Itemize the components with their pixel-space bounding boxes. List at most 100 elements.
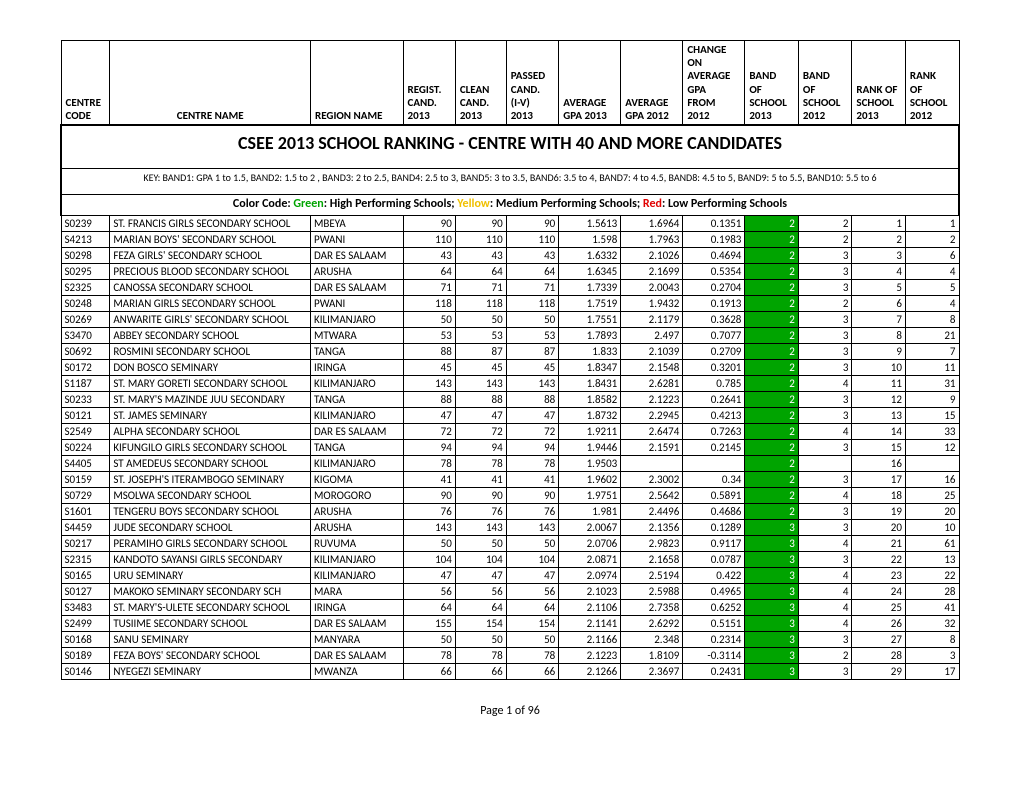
- table-row: S4459JUDE SECONDARY SCHOOLARUSHA14314314…: [61, 520, 959, 536]
- cell: S0168: [61, 632, 110, 648]
- cell: DON BOSCO SEMINARY: [110, 360, 311, 376]
- cell: 19: [852, 504, 906, 520]
- cell: 0.2145: [683, 440, 745, 456]
- cell: 2: [798, 296, 852, 312]
- cell: KILIMANJARO: [311, 568, 403, 584]
- cell: 4: [905, 264, 959, 280]
- cell: MAKOKO SEMINARY SECONDARY SCH: [110, 584, 311, 600]
- cell: 90: [403, 216, 455, 232]
- cell: 28: [905, 584, 959, 600]
- hdr-band12: BANDOFSCHOOL2012: [798, 41, 852, 126]
- cell: 143: [506, 520, 559, 536]
- cell: S0121: [61, 408, 110, 424]
- cell: 143: [455, 520, 506, 536]
- cell: 88: [455, 392, 506, 408]
- cell: 6: [852, 296, 906, 312]
- cell: 66: [403, 664, 455, 680]
- cell: 45: [403, 360, 455, 376]
- cell: 143: [506, 376, 559, 392]
- table-row: S0239ST. FRANCIS GIRLS SECONDARY SCHOOLM…: [61, 216, 959, 232]
- cell: PRECIOUS BLOOD SECONDARY SCHOOL: [110, 264, 311, 280]
- cell: 2: [745, 232, 799, 248]
- cell: 2.0974: [559, 568, 621, 584]
- cell: 2.6292: [621, 616, 683, 632]
- cell: 2.0706: [559, 536, 621, 552]
- cell: 3: [798, 520, 852, 536]
- table-row: S0217PERAMIHO GIRLS SECONDARY SCHOOLRUVU…: [61, 536, 959, 552]
- cell: 9: [852, 344, 906, 360]
- cell: 53: [455, 328, 506, 344]
- hdr-rank13: RANK OFSCHOOL2013: [852, 41, 906, 126]
- cell: 4: [798, 488, 852, 504]
- hdr-name: CENTRE NAME: [110, 41, 311, 126]
- cell: S0248: [61, 296, 110, 312]
- table-row: S0298FEZA GIRLS' SECONDARY SCHOOLDAR ES …: [61, 248, 959, 264]
- cell: KILIMANJARO: [311, 312, 403, 328]
- cell: MANYARA: [311, 632, 403, 648]
- cell: S0298: [61, 248, 110, 264]
- cell: 2.1026: [621, 248, 683, 264]
- cell: 3: [852, 248, 906, 264]
- cell: 20: [852, 520, 906, 536]
- cell: S0233: [61, 392, 110, 408]
- cell: 23: [852, 568, 906, 584]
- cell: 2.1223: [559, 648, 621, 664]
- cell: 90: [506, 216, 559, 232]
- cell: 66: [506, 664, 559, 680]
- cell: 1.8109: [621, 648, 683, 664]
- cell: 71: [455, 280, 506, 296]
- cell: MARIAN GIRLS SECONDARY SCHOOL: [110, 296, 311, 312]
- cell: 0.7263: [683, 424, 745, 440]
- table-row: S2315KANDOTO SAYANSI GIRLS SECONDARYKILI…: [61, 552, 959, 568]
- cell: 1.7963: [621, 232, 683, 248]
- table-row: S0729MSOLWA SECONDARY SCHOOLMOROGORO9090…: [61, 488, 959, 504]
- cell: 7: [905, 344, 959, 360]
- cell: 13: [852, 408, 906, 424]
- cell: 45: [455, 360, 506, 376]
- cell: MBEYA: [311, 216, 403, 232]
- title-row: CSEE 2013 SCHOOL RANKING - CENTRE WITH 4…: [61, 125, 959, 169]
- page-title: CSEE 2013 SCHOOL RANKING - CENTRE WITH 4…: [61, 125, 959, 169]
- cell: 8: [905, 312, 959, 328]
- table-row: S0121ST. JAMES SEMINARYKILIMANJARO474747…: [61, 408, 959, 424]
- cell: 0.785: [683, 376, 745, 392]
- cell: 2.4496: [621, 504, 683, 520]
- page-footer: Page 1 of 96: [60, 704, 960, 718]
- cell: 88: [506, 392, 559, 408]
- cell: TUSIIME SECONDARY SCHOOL: [110, 616, 311, 632]
- cell: 0.1289: [683, 520, 745, 536]
- cell: 2: [745, 488, 799, 504]
- cell: IRINGA: [311, 600, 403, 616]
- cell: 1: [905, 216, 959, 232]
- cell: 94: [506, 440, 559, 456]
- cell: 3: [798, 552, 852, 568]
- cell: 0.3201: [683, 360, 745, 376]
- cell: 2.1141: [559, 616, 621, 632]
- cell: S4405: [61, 456, 110, 472]
- cell: 0.4213: [683, 408, 745, 424]
- cell: 1.9751: [559, 488, 621, 504]
- table-row: S0295PRECIOUS BLOOD SECONDARY SCHOOLARUS…: [61, 264, 959, 280]
- cell: 2.3002: [621, 472, 683, 488]
- table-row: S3483ST. MARY'S-ULETE SECONDARY SCHOOLIR…: [61, 600, 959, 616]
- cell: 154: [455, 616, 506, 632]
- cell: ST. MARY'S-ULETE SECONDARY SCHOOL: [110, 600, 311, 616]
- cell: 28: [852, 648, 906, 664]
- cell: 2.5194: [621, 568, 683, 584]
- cell: 1.6345: [559, 264, 621, 280]
- cell: PWANI: [311, 296, 403, 312]
- cell: DAR ES SALAAM: [311, 648, 403, 664]
- cell: 3: [798, 280, 852, 296]
- cell: 2.3697: [621, 664, 683, 680]
- cell: 2.1658: [621, 552, 683, 568]
- cell: 2.9823: [621, 536, 683, 552]
- cc-green: Green: [293, 197, 323, 211]
- cell: 0.4965: [683, 584, 745, 600]
- cell: 78: [403, 456, 455, 472]
- cell: PERAMIHO GIRLS SECONDARY SCHOOL: [110, 536, 311, 552]
- cell: 3: [798, 312, 852, 328]
- cell: 2: [745, 296, 799, 312]
- cell: 71: [506, 280, 559, 296]
- cell: 56: [455, 584, 506, 600]
- hdr-region: REGION NAME: [311, 41, 403, 126]
